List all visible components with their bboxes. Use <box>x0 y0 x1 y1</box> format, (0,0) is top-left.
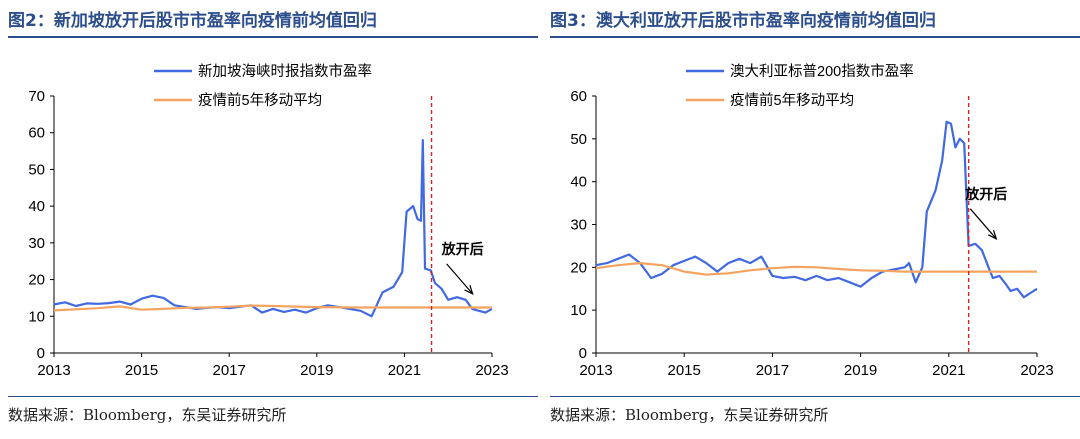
source-divider <box>8 396 538 397</box>
y-tick-label: 10 <box>570 302 587 319</box>
x-tick-label: 2019 <box>300 362 333 379</box>
x-tick-label: 2023 <box>475 362 508 379</box>
annotation-arrow-shaft <box>446 263 474 295</box>
title-divider <box>550 36 1080 38</box>
y-tick-label: 30 <box>28 235 45 252</box>
pre-covid-5y-average-line <box>595 262 1037 276</box>
figure-title: 图3：澳大利亚放开后股市市盈率向疫情前均值回归 <box>550 11 936 31</box>
figure-3: 图3：澳大利亚放开后股市市盈率向疫情前均值回归 0 10 20 30 40 50 60 201… <box>550 0 1080 439</box>
legend-label: 疫情前5年移动平均 <box>730 92 854 109</box>
y-tick-label: 20 <box>570 259 587 276</box>
x-tick-label: 2013 <box>37 362 70 379</box>
y-tick-label: 70 <box>28 88 45 105</box>
x-tick-label: 2021 <box>388 362 421 379</box>
figure-title: 图2：新加坡放开后股市市盈率向疫情前均值回归 <box>8 11 377 31</box>
x-tick-label: 2017 <box>756 362 789 379</box>
y-tick-label: 20 <box>28 272 45 289</box>
y-tick-label: 30 <box>570 217 587 234</box>
y-tick-label: 40 <box>28 198 45 215</box>
x-tick-label: 2015 <box>668 362 701 379</box>
australia-pe-chart: 0 10 20 30 40 50 60 2013 2015 2017 2019 2021 2023 放开后… <box>570 63 1053 379</box>
reopening-annotation: 放开后 <box>964 186 1007 202</box>
figure-2: 图2：新加坡放开后股市市盈率向疫情前均值回归 0 10 20 30 40 50 60 70 20… <box>8 0 538 439</box>
legend-label: 新加坡海峡时报指数市盈率 <box>198 63 372 80</box>
pe-ratio-line <box>53 139 493 318</box>
x-tick-label: 2019 <box>844 362 877 379</box>
x-tick-label: 2015 <box>125 362 158 379</box>
legend-label: 澳大利亚标普200指数市盈率 <box>730 63 914 80</box>
annotation-arrow-shaft <box>969 208 997 240</box>
y-tick-label: 50 <box>28 161 45 178</box>
y-tick-label: 50 <box>570 131 587 148</box>
reopening-annotation: 放开后 <box>441 241 484 257</box>
y-tick-label: 0 <box>579 345 587 362</box>
title-divider <box>8 36 538 38</box>
source-note: 数据来源：Bloomberg，东吴证券研究所 <box>8 406 287 424</box>
y-tick-label: 0 <box>37 345 45 362</box>
y-tick-label: 60 <box>570 88 587 105</box>
legend-label: 疫情前5年移动平均 <box>198 92 322 109</box>
source-note: 数据来源：Bloomberg，东吴证券研究所 <box>550 406 829 424</box>
annotation-arrow-head <box>464 285 474 296</box>
pre-covid-5y-average-line <box>53 304 492 312</box>
annotation-arrow-head <box>987 230 998 240</box>
x-tick-label: 2021 <box>932 362 965 379</box>
y-tick-label: 40 <box>570 174 587 191</box>
singapore-pe-chart: 0 10 20 30 40 50 60 70 2013 2015 2017 2019 2021 2023 放… <box>28 63 508 379</box>
source-divider <box>550 396 1080 397</box>
x-tick-label: 2023 <box>1020 362 1053 379</box>
x-tick-label: 2017 <box>213 362 246 379</box>
x-tick-label: 2013 <box>579 362 612 379</box>
y-tick-label: 60 <box>28 125 45 142</box>
pe-ratio-line <box>595 120 1038 299</box>
y-tick-label: 10 <box>28 308 45 325</box>
